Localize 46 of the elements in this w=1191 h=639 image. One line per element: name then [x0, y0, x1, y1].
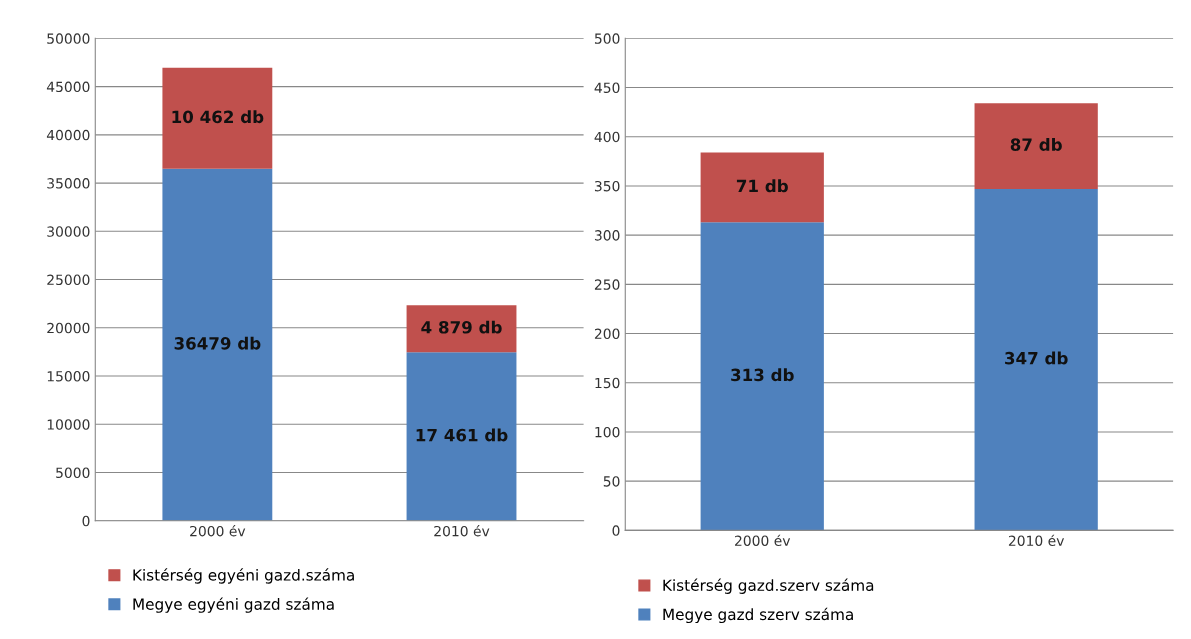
y-tick-label: 350 [594, 180, 620, 192]
bar [162, 67, 273, 169]
bar [974, 103, 1098, 189]
legend-label: Kistérség egyéni gazd.száma [133, 568, 354, 584]
legend-label: Kistérség gazd.szerv száma [663, 578, 874, 594]
y-tick-label: 400 [594, 131, 620, 143]
data-label: 10 462 db [172, 110, 264, 124]
data-label: 4 879 db [421, 320, 502, 334]
y-tick-label: 45000 [46, 81, 90, 93]
data-label: 71 db [736, 179, 788, 193]
y-tick-label: 10000 [47, 419, 90, 430]
y-tick-label: 25000 [47, 274, 90, 286]
bar [406, 305, 517, 353]
bar [700, 152, 824, 223]
y-tick-label: 5000 [56, 467, 90, 479]
y-tick-label: 0 [612, 525, 620, 536]
bar [162, 168, 273, 521]
x-tick-label: 2010 év [434, 525, 490, 537]
y-tick-label: 50 [603, 476, 620, 487]
y-tick-label: 40000 [46, 129, 90, 141]
y-tick-label: 30000 [47, 226, 90, 237]
y-tick-label: 200 [594, 328, 620, 340]
bar [700, 222, 824, 531]
bar [406, 352, 517, 521]
y-tick-label: 15000 [47, 371, 90, 382]
y-tick-label: 300 [594, 230, 620, 241]
data-label: 347 db [1005, 351, 1068, 365]
bar [974, 188, 1098, 531]
y-tick-label: 450 [594, 82, 620, 94]
data-label: 87 db [1010, 138, 1062, 151]
data-label: 17 461 db [416, 428, 508, 442]
y-tick-label: 500 [594, 33, 620, 44]
legend-label: Megye gazd szerv száma [663, 607, 853, 624]
y-tick-label: 50000 [47, 33, 90, 44]
legend-label: Megye egyéni gazd száma [133, 597, 334, 613]
x-tick-label: 2000 év [734, 534, 791, 546]
y-tick-label: 100 [595, 426, 620, 438]
y-tick-label: 35000 [47, 178, 90, 189]
data-label: 313 db [731, 368, 794, 382]
data-label: 36479 db [174, 336, 261, 350]
y-tick-label: 20000 [47, 322, 90, 334]
y-tick-label: 250 [594, 279, 620, 290]
y-tick-label: 0 [82, 515, 90, 527]
x-tick-label: 2000 év [190, 525, 246, 537]
y-tick-label: 150 [595, 377, 620, 389]
x-tick-label: 2010 év [1008, 534, 1065, 546]
